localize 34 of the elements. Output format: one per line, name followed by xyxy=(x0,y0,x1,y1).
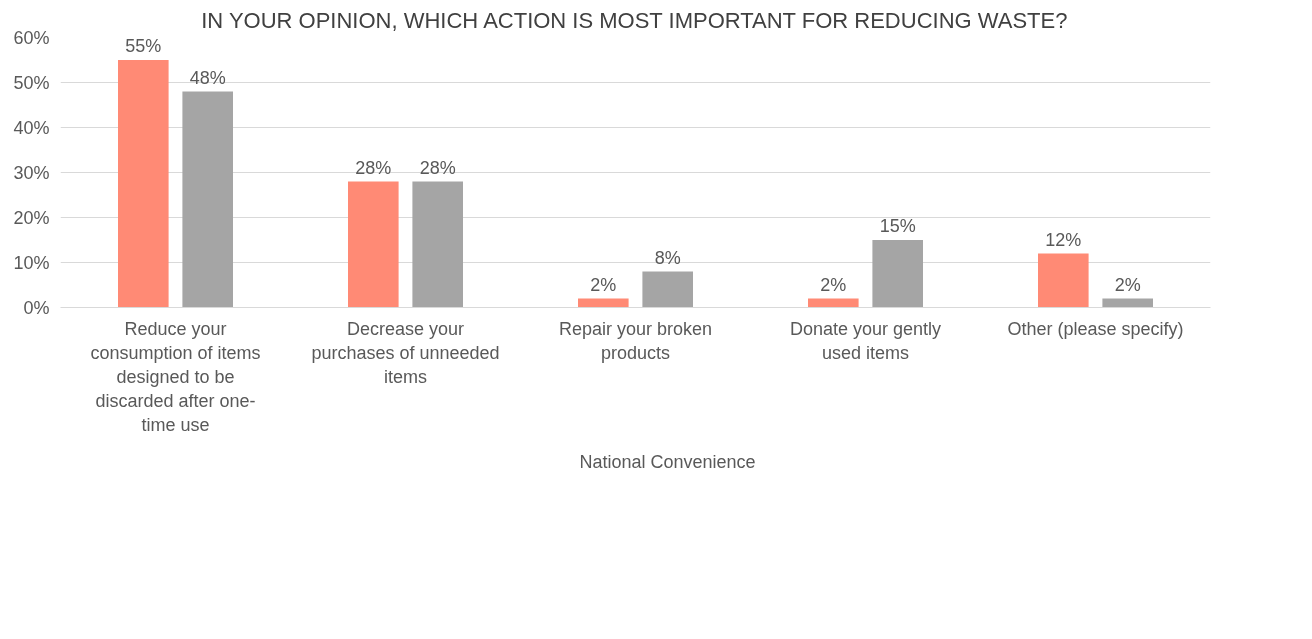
data-label: 8% xyxy=(654,247,681,268)
bar xyxy=(412,181,463,308)
x-tick-label: Donate your gently used items xyxy=(789,318,942,363)
y-tick-label: 20% xyxy=(13,207,50,228)
bar xyxy=(1102,298,1153,308)
data-label: 12% xyxy=(1045,229,1082,250)
y-tick-label: 30% xyxy=(13,162,50,183)
y-tick-label: 0% xyxy=(23,297,50,318)
bar xyxy=(1038,253,1089,308)
chart-title: IN YOUR OPINION, WHICH ACTION IS MOST IMPORTANT FOR REDUCING WASTE? xyxy=(201,7,1068,33)
data-label: 55% xyxy=(125,36,162,56)
data-label: 2% xyxy=(1114,274,1141,295)
bar xyxy=(578,298,629,308)
y-tick-label: 40% xyxy=(13,117,50,138)
data-label: 15% xyxy=(879,216,916,236)
bar xyxy=(182,91,233,308)
x-tick-label: Reduce your consumption of items designed to be discarded after one-time use xyxy=(90,318,261,435)
y-tick-label: 60% xyxy=(13,27,50,48)
x-tick-label: Repair your broken products xyxy=(558,318,713,363)
data-label: 48% xyxy=(189,67,226,88)
data-label: 28% xyxy=(355,157,392,178)
bar xyxy=(872,240,923,308)
x-tick-label: Other (please specify) xyxy=(1007,318,1184,339)
data-label: 28% xyxy=(419,157,456,178)
bar xyxy=(348,181,399,308)
y-tick-label: 10% xyxy=(13,252,50,273)
data-label: 2% xyxy=(820,274,847,295)
text: National Convenience xyxy=(579,451,756,473)
y-tick-label: 50% xyxy=(13,72,50,93)
x-tick-label: Decrease your purchases of unneeded items xyxy=(311,318,500,387)
data-label: 2% xyxy=(590,274,617,295)
bar xyxy=(642,271,693,308)
bar xyxy=(118,60,169,308)
bar xyxy=(808,298,859,308)
